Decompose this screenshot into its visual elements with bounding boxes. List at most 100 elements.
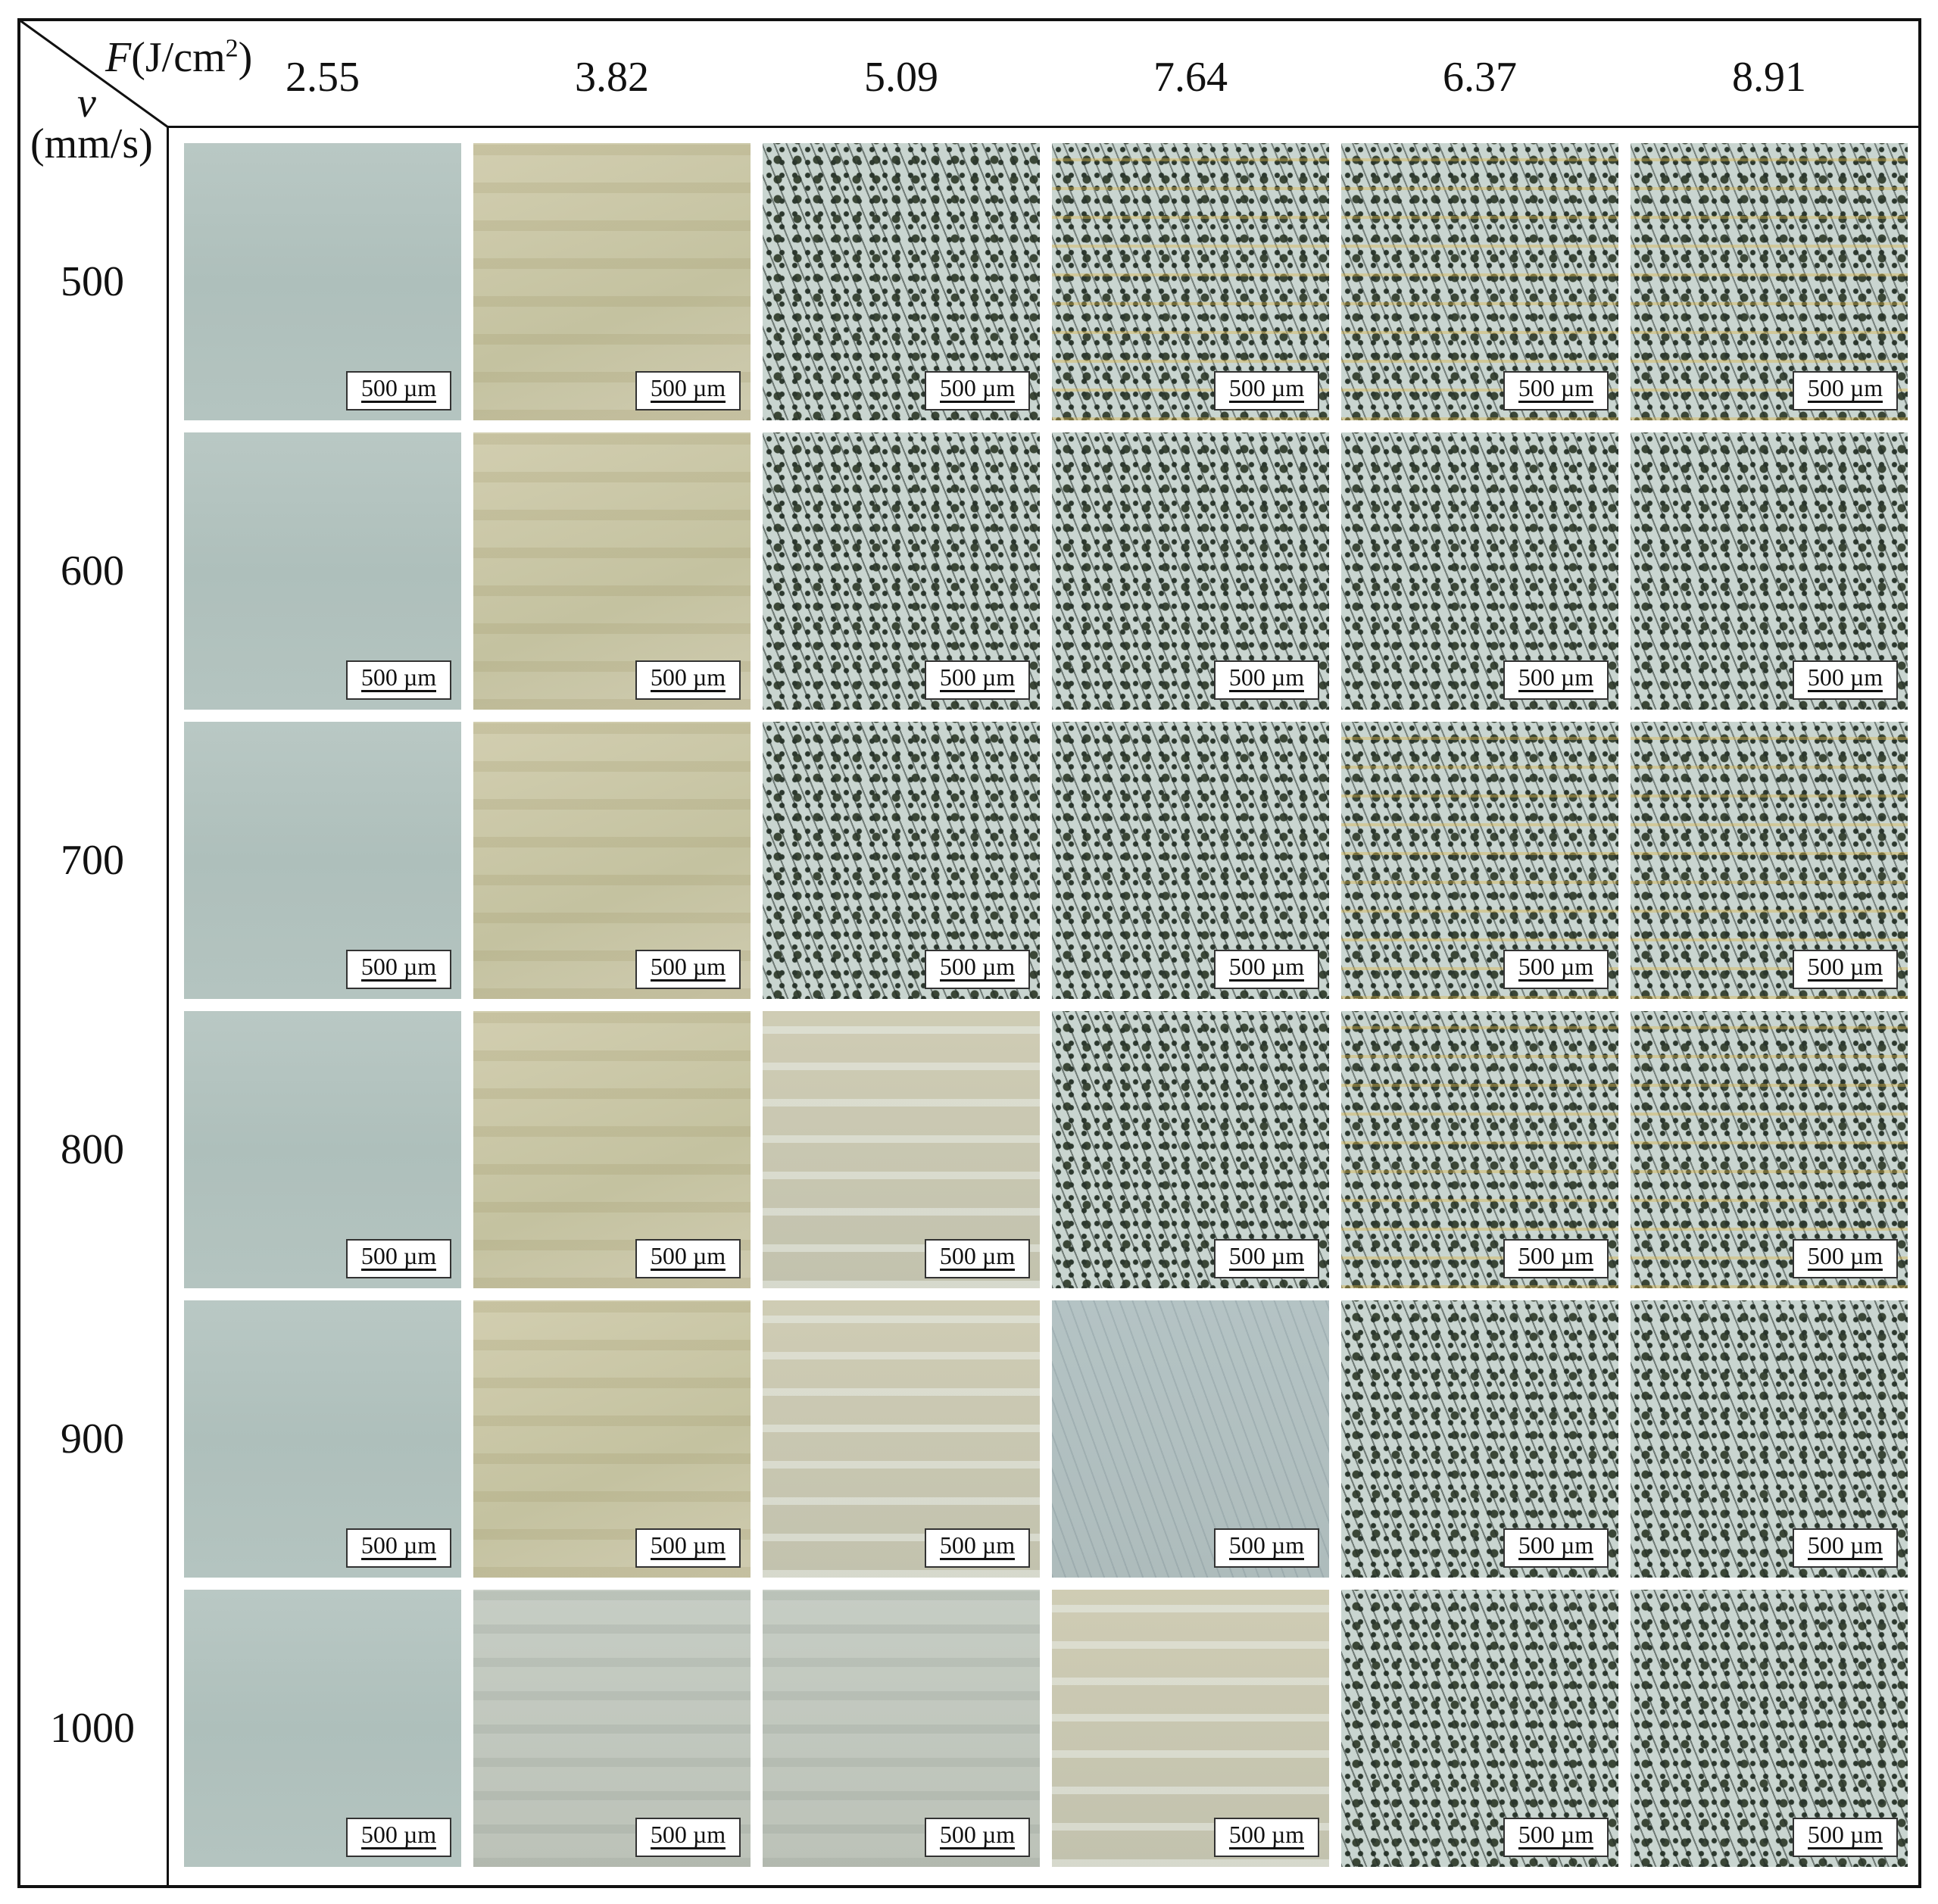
scale-bar: 500 µm: [1793, 660, 1898, 700]
fluence-unit-end: ): [238, 34, 253, 81]
micrograph: 500 µm: [184, 1011, 461, 1288]
scale-bar-label: 500 µm: [360, 663, 437, 692]
scale-bar-label: 500 µm: [650, 374, 726, 403]
micrograph: 500 µm: [184, 143, 461, 420]
scale-bar: 500 µm: [346, 950, 451, 989]
scale-bar-label: 500 µm: [1518, 1242, 1594, 1271]
scale-bar-label: 500 µm: [1228, 663, 1305, 692]
scale-bar-label: 500 µm: [1518, 663, 1594, 692]
scale-bar: 500 µm: [1503, 660, 1609, 700]
column-header: 8.91: [1732, 54, 1806, 101]
micrograph: 500 µm: [473, 1590, 751, 1867]
scale-bar: 500 µm: [925, 1818, 1030, 1857]
scale-bar: 500 µm: [346, 1239, 451, 1278]
scale-bar: 500 µm: [1793, 1818, 1898, 1857]
scale-bar: 500 µm: [635, 1818, 741, 1857]
scale-bar-label: 500 µm: [939, 374, 1016, 403]
scale-bar-label: 500 µm: [360, 374, 437, 403]
row-header: 600: [61, 548, 124, 595]
micrograph: 500 µm: [763, 432, 1040, 710]
scale-bar: 500 µm: [1503, 1239, 1609, 1278]
row-header: 1000: [50, 1705, 135, 1752]
micrograph: 500 µm: [1631, 1590, 1908, 1867]
column-header: 6.37: [1443, 54, 1517, 101]
micrograph: 500 µm: [1052, 143, 1329, 420]
micrograph: 500 µm: [473, 143, 751, 420]
micrograph: 500 µm: [1631, 1300, 1908, 1578]
speed-symbol-text: v: [77, 80, 96, 126]
micrograph: 500 µm: [184, 1590, 461, 1867]
micrograph: 500 µm: [1052, 1011, 1329, 1288]
scale-bar-label: 500 µm: [1228, 1242, 1305, 1271]
column-header: 3.82: [575, 54, 649, 101]
scale-bar: 500 µm: [925, 950, 1030, 989]
scale-bar-label: 500 µm: [1518, 953, 1594, 982]
header-rule: [168, 126, 1918, 128]
scale-bar: 500 µm: [1214, 371, 1319, 410]
micrograph: 500 µm: [473, 1011, 751, 1288]
scale-bar-label: 500 µm: [1807, 663, 1883, 692]
scale-bar: 500 µm: [346, 1528, 451, 1568]
micrograph: 500 µm: [184, 1300, 461, 1578]
scale-bar-label: 500 µm: [1228, 953, 1305, 982]
scale-bar: 500 µm: [1793, 371, 1898, 410]
fluence-unit-sup: 2: [225, 34, 239, 63]
scale-bar: 500 µm: [1793, 950, 1898, 989]
micrograph: 500 µm: [763, 1011, 1040, 1288]
scale-bar: 500 µm: [1214, 1528, 1319, 1568]
micrograph: 500 µm: [1052, 722, 1329, 999]
micrograph: 500 µm: [1631, 143, 1908, 420]
micrograph: 500 µm: [1052, 432, 1329, 710]
micrograph: 500 µm: [184, 432, 461, 710]
scale-bar-label: 500 µm: [650, 1242, 726, 1271]
scale-bar: 500 µm: [1214, 950, 1319, 989]
scale-bar: 500 µm: [635, 660, 741, 700]
micrograph: 500 µm: [1341, 1590, 1618, 1867]
scale-bar-label: 500 µm: [939, 663, 1016, 692]
scale-bar-label: 500 µm: [939, 1821, 1016, 1849]
micrograph: 500 µm: [763, 1300, 1040, 1578]
scale-bar-label: 500 µm: [1807, 953, 1883, 982]
micrograph: 500 µm: [1631, 1011, 1908, 1288]
micrograph: 500 µm: [1052, 1300, 1329, 1578]
scale-bar-label: 500 µm: [650, 663, 726, 692]
micrograph: 500 µm: [1631, 722, 1908, 999]
scale-bar-label: 500 µm: [650, 1531, 726, 1560]
column-header: 2.55: [286, 54, 360, 101]
scale-bar-label: 500 µm: [1518, 1821, 1594, 1849]
micrograph: 500 µm: [184, 722, 461, 999]
micrograph: 500 µm: [1052, 1590, 1329, 1867]
scale-bar-label: 500 µm: [1807, 1531, 1883, 1560]
speed-unit: (mm/s): [30, 120, 153, 167]
scale-bar-label: 500 µm: [1807, 1242, 1883, 1271]
scale-bar: 500 µm: [346, 660, 451, 700]
scale-bar-label: 500 µm: [1518, 374, 1594, 403]
micrograph: 500 µm: [1341, 143, 1618, 420]
scale-bar-label: 500 µm: [1228, 1531, 1305, 1560]
scale-bar-label: 500 µm: [360, 1531, 437, 1560]
micrograph: 500 µm: [1341, 722, 1618, 999]
scale-bar: 500 µm: [635, 950, 741, 989]
column-header: 5.09: [864, 54, 938, 101]
scale-bar: 500 µm: [1214, 1239, 1319, 1278]
row-header: 500: [61, 258, 124, 305]
scale-bar: 500 µm: [925, 660, 1030, 700]
scale-bar: 500 µm: [346, 371, 451, 410]
scale-bar: 500 µm: [635, 1239, 741, 1278]
scale-bar-label: 500 µm: [650, 953, 726, 982]
micrograph: 500 µm: [763, 722, 1040, 999]
micrograph: 500 µm: [1341, 1300, 1618, 1578]
scale-bar-label: 500 µm: [1228, 374, 1305, 403]
scale-bar: 500 µm: [1214, 660, 1319, 700]
fluence-label: F(J/cm2): [105, 33, 252, 82]
scale-bar: 500 µm: [925, 1528, 1030, 1568]
scale-bar-label: 500 µm: [1807, 374, 1883, 403]
scale-bar-label: 500 µm: [360, 953, 437, 982]
micrograph: 500 µm: [1341, 1011, 1618, 1288]
micrograph: 500 µm: [1341, 432, 1618, 710]
side-rule: [167, 126, 169, 1885]
scale-bar-label: 500 µm: [1228, 1821, 1305, 1849]
corner-diagonal: [18, 18, 169, 129]
scale-bar: 500 µm: [346, 1818, 451, 1857]
scale-bar-label: 500 µm: [939, 953, 1016, 982]
